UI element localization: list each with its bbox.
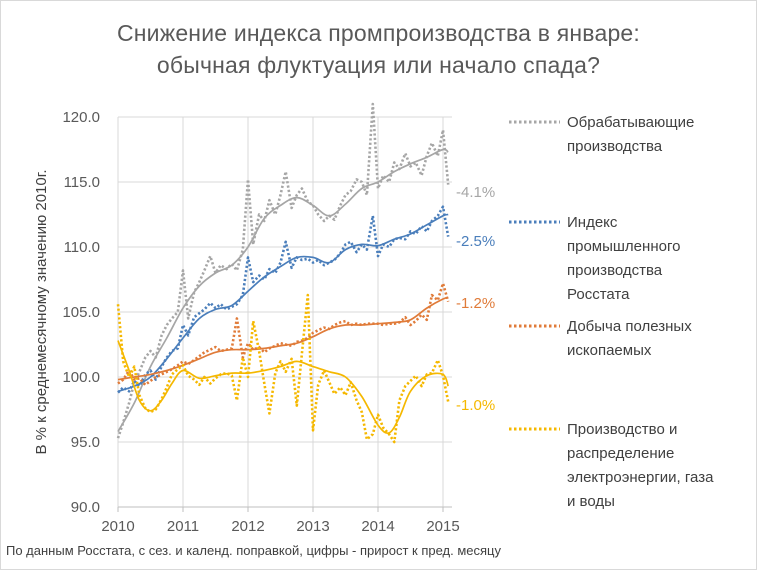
footnote: По данным Росстата, с сез. и календ. поп… <box>6 543 502 558</box>
series-manufacturing-trend <box>117 148 449 433</box>
change-label-manufacturing: -4.1% <box>456 184 495 201</box>
y-tick-label: 120.0 <box>62 109 100 126</box>
x-tick-label: 2014 <box>361 518 394 535</box>
gridlines <box>117 116 452 512</box>
y-tick-label: 100.0 <box>62 369 100 386</box>
axis-ticks: 90.0 95.0 100.0 105.0 110.0 115.0 120.0 2010 201… <box>62 109 459 535</box>
x-tick-label: 2012 <box>231 518 264 535</box>
y-tick-label: 115.0 <box>64 174 100 191</box>
legend-label-mining: Добыча полезных <box>567 318 692 335</box>
chart-title-line-2: обычная флуктуация или начало спада? <box>156 52 601 78</box>
chart-title-line-1: Снижение индекса промпроизводства в янва… <box>116 20 641 46</box>
legend-label-mining: ископаемых <box>567 342 652 359</box>
series-manufacturing-monthly <box>116 102 450 439</box>
legend-label-industrial: Росстата <box>567 286 630 303</box>
legend-label-manufacturing: производства <box>567 138 663 155</box>
legend-label-industrial: Индекс <box>567 214 618 231</box>
series-utilities-monthly <box>116 293 450 444</box>
legend-label-utilities: Производство и <box>567 421 677 438</box>
series-mining-trend <box>117 296 449 381</box>
y-tick-label: 90.0 <box>71 499 100 516</box>
y-tick-label: 95.0 <box>71 434 100 451</box>
series-utilities-trend <box>117 340 450 435</box>
y-tick-label: 105.0 <box>62 304 100 321</box>
legend-label-utilities: распределение <box>567 445 674 462</box>
change-label-industrial: -2.5% <box>456 233 495 250</box>
x-tick-label: 2010 <box>101 518 134 535</box>
series-labels: -4.1% Обрабатывающие производства -2.5% Инде… <box>456 114 714 510</box>
x-tick-label: 2011 <box>167 518 199 535</box>
change-label-mining: -1.2% <box>456 295 495 312</box>
legend-label-utilities: электроэнергии, газа <box>567 469 714 486</box>
y-axis-label: В % к среднемесячному значению 2010г. <box>33 169 50 454</box>
legend-label-industrial: производства <box>567 262 663 279</box>
x-tick-label: 2013 <box>296 518 329 535</box>
series-lines <box>116 102 450 444</box>
y-tick-label: 110.0 <box>64 239 100 256</box>
legend-label-utilities: и воды <box>567 493 615 510</box>
legend-label-manufacturing: Обрабатывающие <box>567 114 694 131</box>
series-industrial-trend <box>117 213 449 393</box>
change-label-utilities: -1.0% <box>456 397 495 414</box>
legend-label-industrial: промышленного <box>567 238 680 255</box>
x-tick-label: 2015 <box>426 518 459 535</box>
